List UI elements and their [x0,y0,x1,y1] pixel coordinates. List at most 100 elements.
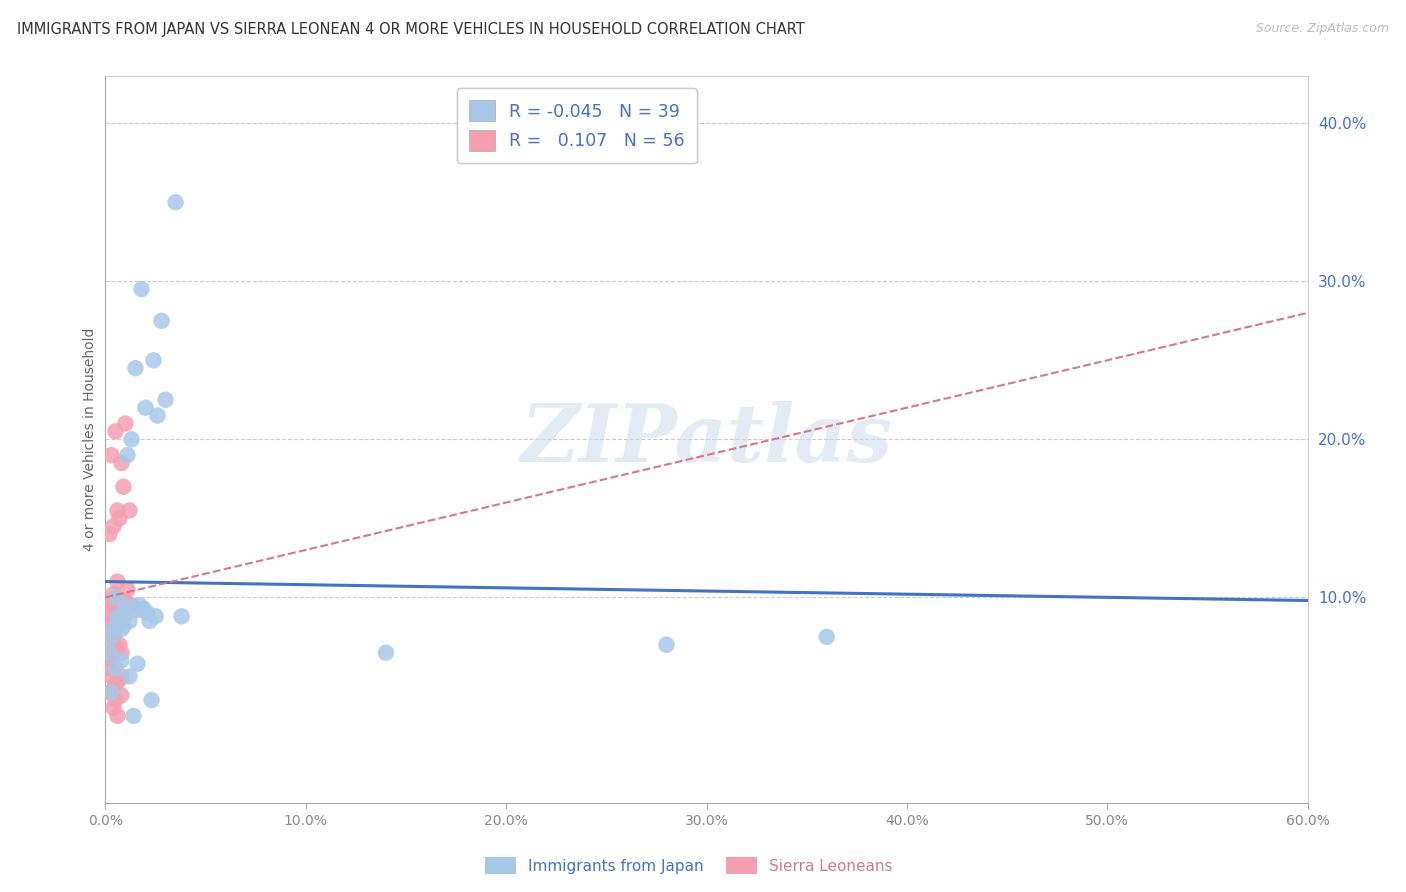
Point [100,685,122,699]
Point [121,433,143,447]
Point [100,593,122,607]
Point [100,654,122,668]
Point [104,606,127,620]
Point [100,614,122,628]
Point [110,606,132,620]
Point [103,630,125,644]
Point [128,599,150,613]
Point [103,622,125,636]
Point [165,195,187,210]
Point [118,614,141,628]
Point [110,669,132,683]
Point [98,646,121,660]
Point [114,593,136,607]
Point [110,646,132,660]
Point [108,599,131,613]
Point [107,640,129,655]
Point [104,425,127,439]
Point [655,638,678,652]
Point [100,622,122,636]
Point [110,689,132,703]
Point [103,625,125,640]
Point [107,574,129,589]
Point [110,614,132,628]
Point [100,661,122,675]
Point [110,456,132,470]
Point [121,599,143,613]
Legend: Immigrants from Japan, Sierra Leoneans: Immigrants from Japan, Sierra Leoneans [479,851,898,880]
Point [117,448,139,462]
Point [103,519,125,533]
Point [131,603,153,617]
Point [815,630,838,644]
Point [98,685,121,699]
Point [117,582,139,597]
Point [145,609,167,624]
Point [103,646,125,660]
Point [104,661,127,675]
Point [112,619,135,633]
Point [127,657,149,671]
Point [100,669,122,683]
Point [118,669,141,683]
Point [98,527,121,541]
Point [107,609,129,624]
Point [98,638,121,652]
Point [124,361,146,376]
Point [114,606,136,620]
Point [108,638,131,652]
Point [104,599,127,613]
Point [110,654,132,668]
Point [107,503,129,517]
Point [100,448,122,462]
Legend: R = -0.045   N = 39, R =   0.107   N = 56: R = -0.045 N = 39, R = 0.107 N = 56 [457,88,696,163]
Point [127,603,149,617]
Point [103,587,125,601]
Text: IMMIGRANTS FROM JAPAN VS SIERRA LEONEAN 4 OR MORE VEHICLES IN HOUSEHOLD CORRELAT: IMMIGRANTS FROM JAPAN VS SIERRA LEONEAN … [17,22,804,37]
Point [104,693,127,707]
Point [118,503,141,517]
Point [107,619,129,633]
Point [170,609,193,624]
Point [155,392,177,407]
Y-axis label: 4 or more Vehicles in Household: 4 or more Vehicles in Household [83,327,97,551]
Point [108,614,131,628]
Point [100,599,122,613]
Point [114,417,136,431]
Point [122,709,145,723]
Point [100,654,122,668]
Point [104,677,127,691]
Point [142,353,165,368]
Point [107,709,129,723]
Point [108,614,131,628]
Point [138,614,160,628]
Point [100,614,122,628]
Point [146,409,169,423]
Point [104,677,127,691]
Point [141,693,163,707]
Point [103,603,125,617]
Point [108,511,131,525]
Text: ZIPatlas: ZIPatlas [520,401,893,478]
Point [100,630,122,644]
Point [103,614,125,628]
Point [112,480,135,494]
Point [114,599,136,613]
Point [104,591,127,605]
Point [108,673,131,687]
Point [150,314,173,328]
Point [104,622,127,636]
Point [131,282,153,296]
Point [136,606,159,620]
Point [374,646,398,660]
Point [103,701,125,715]
Point [104,622,127,636]
Point [110,622,132,636]
Point [132,601,155,615]
Point [110,606,132,620]
Point [135,401,157,415]
Point [107,617,129,632]
Point [103,630,125,644]
Text: Source: ZipAtlas.com: Source: ZipAtlas.com [1256,22,1389,36]
Point [107,603,129,617]
